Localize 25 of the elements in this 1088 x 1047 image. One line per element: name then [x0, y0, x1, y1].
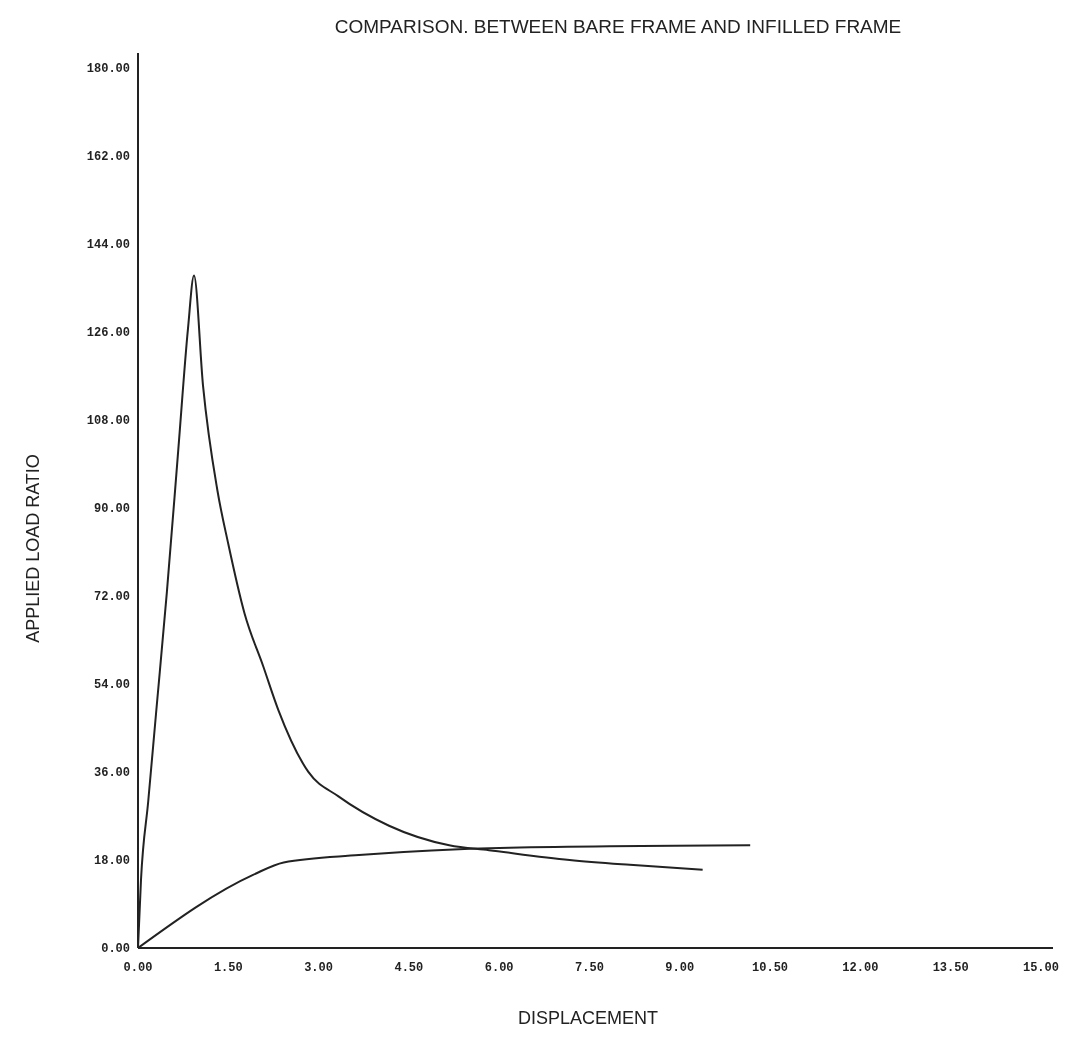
y-tick-label: 54.00: [93, 678, 130, 693]
y-tick-label: 90.00: [93, 502, 130, 517]
y-tick-label: 126.00: [86, 326, 130, 341]
x-tick-label: 4.50: [394, 960, 424, 975]
y-tick-label: 36.00: [93, 766, 130, 781]
x-tick-label: 3.00: [304, 960, 333, 975]
x-tick-label: 15.00: [1022, 960, 1059, 975]
y-tick-label: 72.00: [93, 590, 130, 605]
y-tick-label: 180.00: [86, 61, 130, 76]
y-tick-label: 108.00: [86, 414, 130, 429]
x-tick-label: 0.00: [123, 960, 153, 975]
x-tick-label: 10.50: [752, 960, 789, 975]
chart-title: COMPARISON. BETWEEN BARE FRAME AND INFILLED FRAME: [333, 16, 903, 38]
y-axis-title: APPLIED LOAD RATIO: [22, 453, 44, 643]
x-tick-label: 7.50: [575, 960, 604, 975]
x-tick-label: 6.00: [484, 960, 514, 975]
y-tick-label: 144.00: [86, 238, 130, 252]
x-tick-label: 13.50: [932, 960, 969, 975]
x-axis-title: DISPLACEMENT: [517, 1008, 659, 1029]
x-tick-label: 9.00: [665, 960, 695, 975]
y-tick-label: 162.00: [86, 149, 130, 164]
x-tick-label: 12.00: [842, 960, 879, 975]
x-tick-label: 1.50: [213, 960, 243, 975]
y-tick-label: 0.00: [101, 942, 130, 957]
y-tick-label: 18.00: [93, 854, 130, 869]
